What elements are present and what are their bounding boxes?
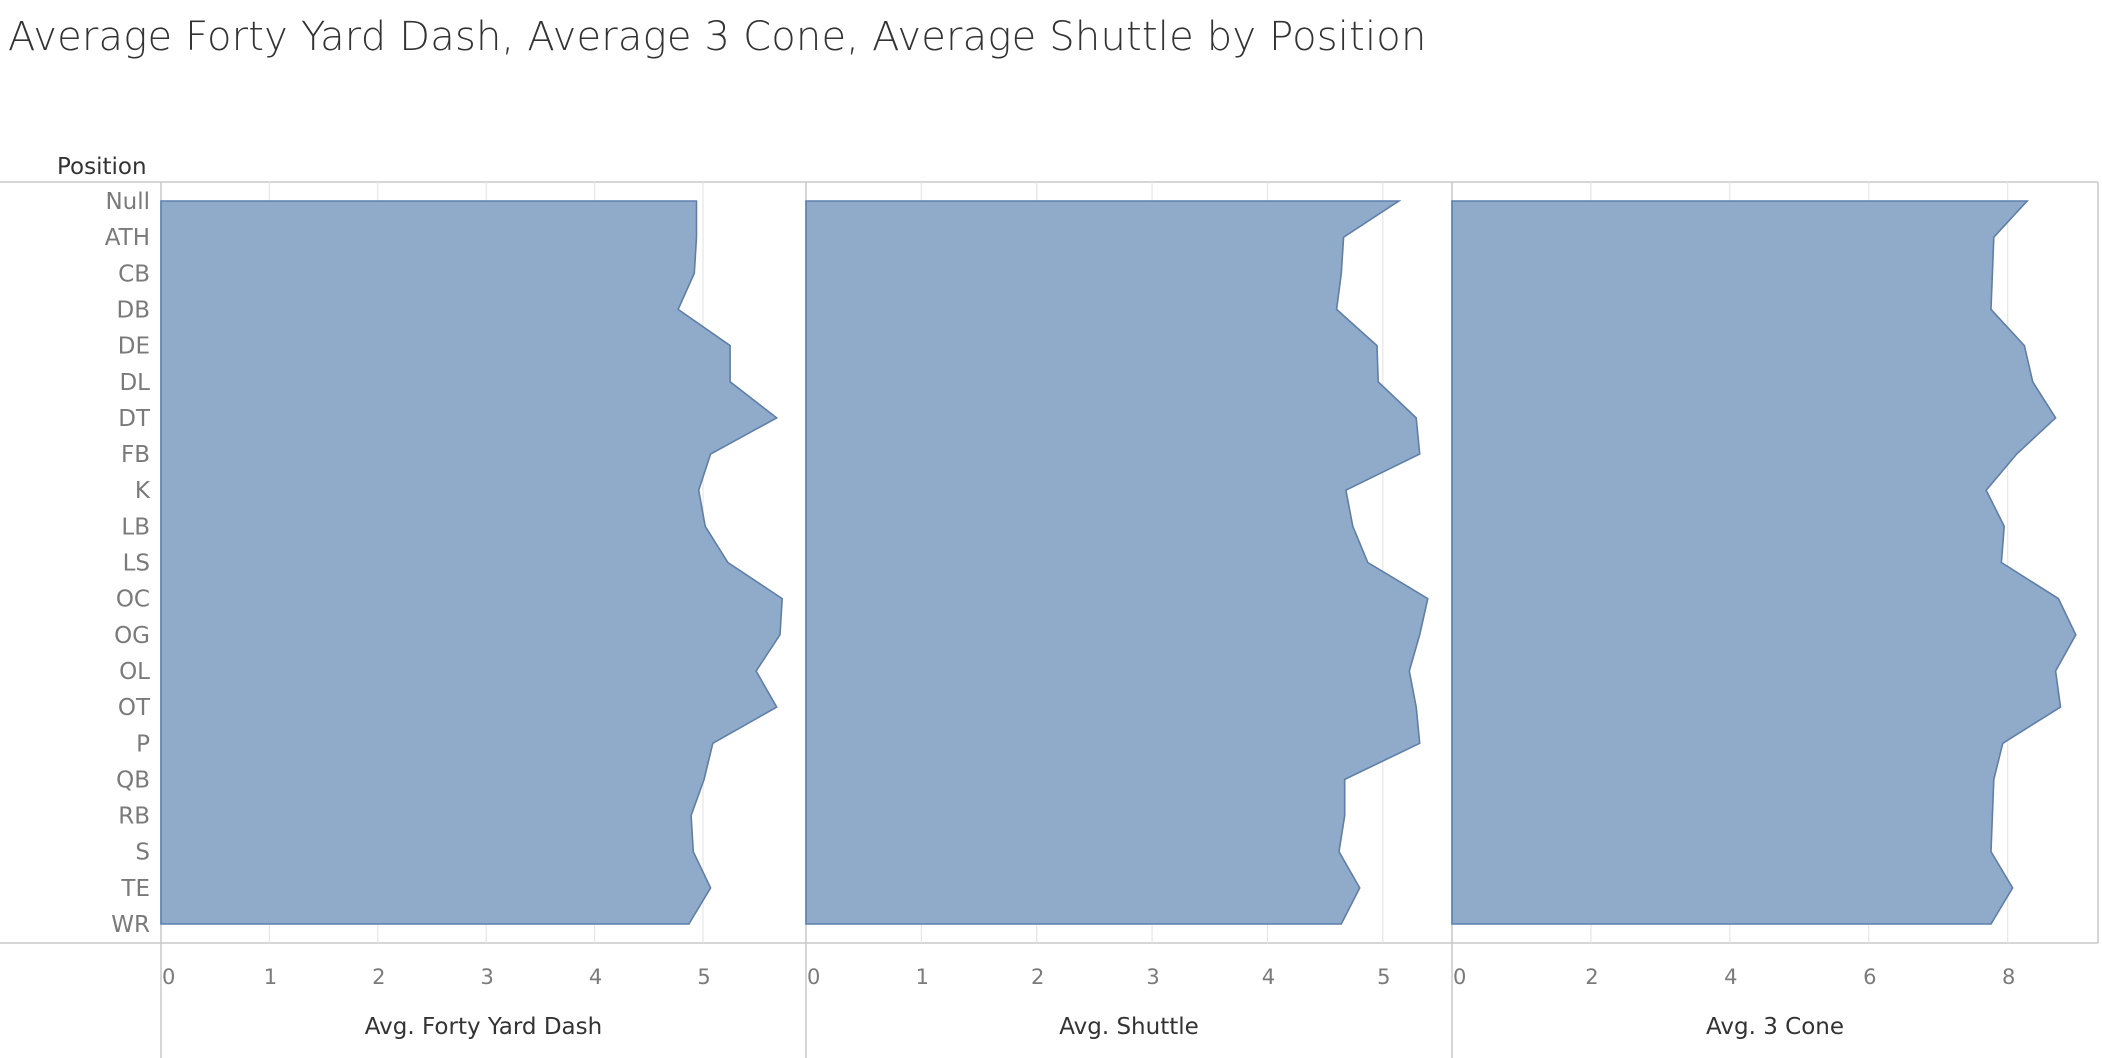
row-label-ot: OT	[118, 695, 151, 721]
row-label-wr: WR	[111, 912, 150, 938]
x-tick-label: 0	[807, 965, 820, 989]
row-label-db: DB	[117, 297, 151, 323]
row-label-lb: LB	[121, 514, 150, 540]
row-label-de: DE	[118, 334, 150, 360]
x-tick-label: 0	[162, 965, 175, 989]
row-label-null: Null	[105, 189, 150, 215]
row-label-s: S	[135, 840, 150, 866]
area-series	[161, 201, 782, 924]
row-label-og: OG	[114, 623, 150, 649]
row-label-k: K	[135, 478, 151, 504]
x-axis-title: Avg. Forty Yard Dash	[365, 1014, 602, 1040]
row-label-ath: ATH	[105, 225, 150, 251]
row-label-p: P	[136, 731, 150, 757]
row-header-position: Position	[57, 154, 147, 180]
row-label-dl: DL	[119, 370, 150, 396]
row-label-dt: DT	[118, 406, 151, 432]
area-series	[1452, 201, 2076, 924]
panel-avg-forty-yard-dash: 0 1 2 3 4 5 Avg. Forty Yard Dash	[161, 182, 782, 1040]
x-tick-label: 3	[481, 965, 494, 989]
x-axis-title: Avg. 3 Cone	[1706, 1014, 1844, 1040]
x-tick-label: 1	[264, 965, 277, 989]
panels: 0 1 2 3 4 5 Avg. Forty Yard Dash 0 1 2 3 4 5 Avg. Shu…	[161, 182, 2076, 1040]
panel-avg-shuttle: 0 1 2 3 4 5 Avg. Shuttle	[806, 182, 1428, 1040]
row-label-ol: OL	[119, 659, 150, 685]
x-tick-label: 1	[916, 965, 929, 989]
x-tick-label: 5	[697, 965, 710, 989]
row-label-rb: RB	[118, 804, 150, 830]
x-tick-label: 2	[372, 965, 385, 989]
x-tick-label: 4	[1262, 965, 1275, 989]
x-tick-label: 4	[1724, 965, 1737, 989]
row-labels: Null ATH CB DB DE DL DT FB K LB LS OC OG OL OT P QB RB S TE…	[105, 189, 151, 938]
row-label-oc: OC	[116, 587, 150, 613]
x-tick-label: 2	[1031, 965, 1044, 989]
x-tick-label: 3	[1146, 965, 1159, 989]
row-label-fb: FB	[121, 442, 150, 468]
area-series	[806, 201, 1428, 924]
x-tick-label: 5	[1377, 965, 1390, 989]
x-tick-label: 6	[1863, 965, 1876, 989]
x-tick-label: 0	[1453, 965, 1466, 989]
x-tick-label: 2	[1585, 965, 1598, 989]
x-tick-label: 4	[589, 965, 602, 989]
row-label-ls: LS	[123, 551, 150, 577]
row-label-qb: QB	[116, 767, 150, 793]
panel-avg-3-cone: 0 2 4 6 8 Avg. 3 Cone	[1452, 182, 2076, 1040]
row-label-cb: CB	[118, 261, 150, 287]
x-tick-label: 8	[2002, 965, 2015, 989]
x-axis-title: Avg. Shuttle	[1059, 1014, 1199, 1040]
row-label-te: TE	[120, 876, 150, 902]
